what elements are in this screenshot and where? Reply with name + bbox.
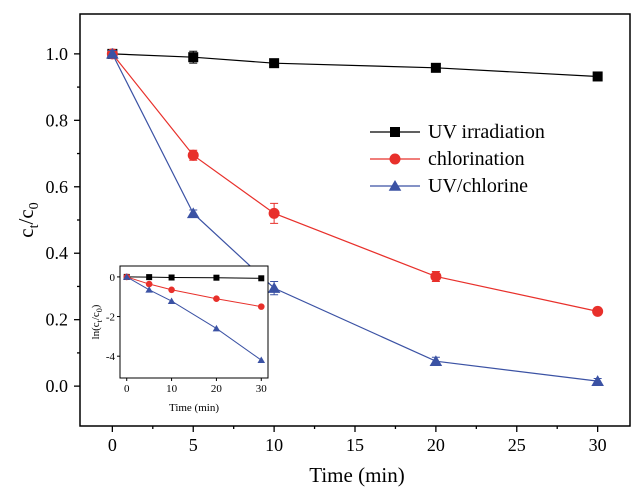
- inset-y-title-sub1: t: [95, 319, 104, 322]
- y-tick-label: -4: [106, 351, 116, 363]
- y-title-c1: c: [14, 228, 38, 237]
- y-tick-label: 0: [110, 272, 116, 284]
- legend-marker: [390, 127, 400, 137]
- data-point-uv-irradiation: [168, 274, 175, 281]
- legend-marker: [388, 180, 402, 191]
- y-tick-label: -2: [106, 312, 115, 324]
- series-chlorination: [106, 48, 604, 317]
- data-point-uv-irradiation: [269, 58, 280, 69]
- data-point-chlorination: [187, 149, 199, 161]
- data-point-uv-irradiation: [592, 71, 603, 82]
- series-uv-chlorine: [122, 273, 266, 364]
- legend-item-uv-chlorine: UV/chlorine: [370, 175, 528, 197]
- y-tick-label: 0.8: [46, 110, 69, 130]
- y-tick-label: 0.0: [46, 376, 69, 396]
- data-point-uv-irradiation: [430, 62, 441, 73]
- data-point-chlorination: [592, 305, 604, 317]
- legend-marker: [389, 153, 401, 165]
- y-tick-label: 1.0: [46, 44, 69, 64]
- inset-series-group: [122, 273, 266, 364]
- legend-label: chlorination: [428, 148, 525, 170]
- series-chlorination: [123, 273, 265, 310]
- data-point-uv-irradiation: [258, 275, 265, 282]
- x-tick-label: 30: [256, 383, 268, 395]
- inset-y-title-mid: /c: [90, 312, 102, 320]
- inset-y-axis: 0 -2 -4: [106, 272, 120, 363]
- x-tick-label: 0: [108, 435, 117, 455]
- data-point-uv-irradiation: [146, 274, 153, 281]
- x-tick-label: 25: [508, 435, 526, 455]
- y-title-sub2: 0: [27, 202, 42, 209]
- y-title-sub1: t: [27, 224, 42, 228]
- main-y-axis: 0.0 0.2 0.4 0.6 0.8 1.0: [46, 44, 80, 396]
- inset-y-title-sub2: 0: [95, 308, 104, 312]
- y-tick-label: 0.6: [46, 177, 69, 197]
- data-point-uv-irradiation: [188, 52, 199, 63]
- inset-y-title-pre: ln(c: [90, 322, 102, 339]
- data-point-uv-chlorine: [145, 286, 153, 293]
- main-x-axis-title: Time (min): [309, 463, 404, 487]
- y-tick-label: 0.2: [46, 310, 69, 330]
- inset-x-axis: 0 10 20 30: [124, 378, 267, 395]
- data-point-chlorination: [213, 295, 220, 303]
- data-point-uv-chlorine: [167, 297, 176, 304]
- main-series-group: [106, 47, 604, 386]
- data-point-chlorination: [430, 270, 442, 282]
- data-point-chlorination: [257, 303, 265, 310]
- legend: UV irradiation chlorination UV/chlorine: [370, 121, 545, 197]
- legend-item-uv-irradiation: UV irradiation: [370, 121, 545, 143]
- data-point-uv-chlorine: [122, 273, 131, 280]
- data-point-uv-chlorine: [591, 375, 604, 386]
- legend-label: UV irradiation: [428, 121, 545, 143]
- inset-plot-frame: [119, 265, 269, 379]
- x-tick-label: 20: [427, 435, 445, 455]
- y-title-slash: /: [14, 218, 38, 224]
- data-point-uv-chlorine: [267, 282, 281, 293]
- data-point-chlorination: [145, 280, 153, 288]
- data-point-uv-chlorine: [429, 355, 443, 367]
- main-y-axis-title: ct/c0: [14, 202, 42, 237]
- x-tick-label: 10: [265, 435, 283, 455]
- y-tick-label: 0.4: [46, 243, 69, 263]
- data-point-uv-chlorine: [186, 207, 200, 219]
- data-point-chlorination: [268, 207, 280, 219]
- data-point-uv-irradiation: [213, 274, 220, 281]
- x-tick-label: 5: [189, 435, 198, 455]
- data-point-chlorination: [168, 286, 175, 294]
- legend-item-chlorination: chlorination: [370, 148, 525, 170]
- inset-y-title-post: ): [90, 304, 102, 308]
- series-line-uv-irradiation: [112, 53, 598, 78]
- x-tick-label: 20: [211, 383, 223, 395]
- x-tick-label: 10: [166, 383, 178, 395]
- series-uv-chlorine: [106, 47, 604, 386]
- data-point-uv-chlorine: [257, 356, 266, 364]
- data-point-uv-chlorine: [106, 47, 119, 59]
- data-point-uv-chlorine: [212, 324, 221, 332]
- series-uv-irradiation: [107, 48, 603, 82]
- x-tick-label: 0: [124, 383, 130, 395]
- x-tick-label: 30: [589, 435, 607, 455]
- x-tick-label: 15: [346, 435, 364, 455]
- legend-label: UV/chlorine: [428, 175, 528, 197]
- inset-x-axis-title: Time (min): [169, 402, 219, 414]
- main-x-axis: 0 5 10 15 20 25 30: [108, 426, 607, 455]
- y-title-c2: c: [14, 209, 38, 218]
- inset-y-axis-title: ln(ct/c0): [90, 304, 104, 339]
